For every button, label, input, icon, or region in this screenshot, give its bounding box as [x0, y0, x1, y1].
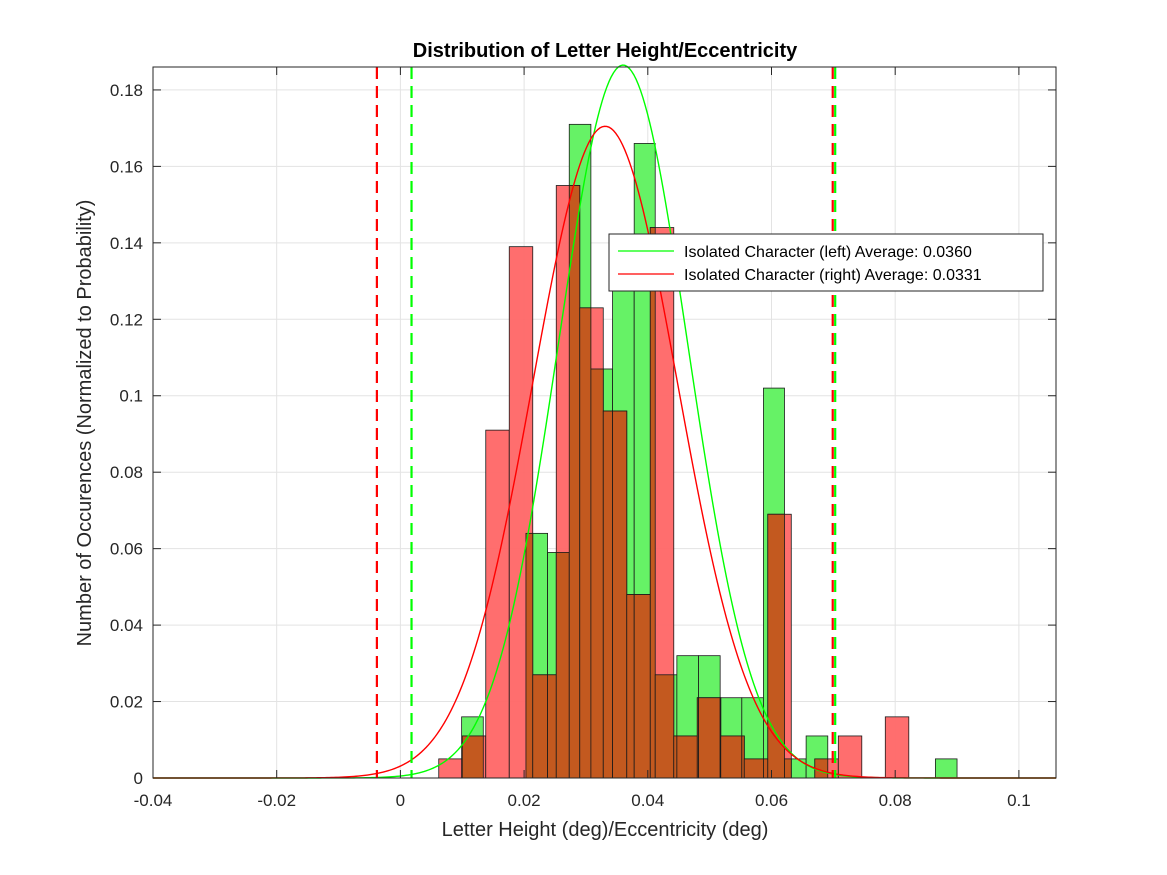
bar-overlap: [579, 307, 592, 779]
bar-overlap: [555, 552, 570, 779]
legend-entry-left: Isolated Character (left) Average: 0.036…: [684, 244, 972, 261]
y-tick-label: 0.16: [110, 157, 143, 176]
y-tick-label: 0.14: [110, 234, 143, 253]
bar-overlap: [763, 758, 769, 779]
bar-overlap: [602, 410, 613, 779]
x-tick-label: 0: [396, 791, 405, 810]
bar-overlap: [532, 674, 548, 779]
y-tick-label: 0.1: [119, 387, 143, 406]
chart-title: Distribution of Letter Height/Eccentrici…: [413, 40, 798, 62]
x-tick-labels: -0.04 -0.02 0 0.02 0.04 0.06 0.08 0.1: [134, 791, 1031, 810]
y-tick-label: 0.02: [110, 693, 143, 712]
bar-overlap: [461, 735, 484, 779]
y-tick-label: 0.06: [110, 540, 143, 559]
bar-overlap: [673, 735, 678, 779]
x-axis-label: Letter Height (deg)/Eccentricity (deg): [442, 819, 769, 841]
y-tick-label: 0.18: [110, 81, 143, 100]
bar-overlap: [784, 758, 792, 779]
bar-overlap: [525, 532, 534, 779]
x-tick-label: 0.06: [755, 791, 788, 810]
legend-entry-right: Isolated Character (right) Average: 0.03…: [684, 267, 982, 284]
x-tick-label: -0.04: [134, 791, 173, 810]
y-tick-label: 0: [134, 769, 143, 788]
y-tick-label: 0.12: [110, 310, 143, 329]
x-tick-label: 0.04: [631, 791, 664, 810]
legend-box: [608, 233, 1044, 292]
x-tick-label: -0.02: [257, 791, 296, 810]
y-tick-label: 0.08: [110, 463, 143, 482]
axis-ticks: [152, 67, 1056, 779]
legend: Isolated Character (left) Average: 0.036…: [608, 233, 1044, 292]
y-axis-label: Number of Occurences (Normalized to Prob…: [74, 200, 96, 647]
bar-left: [934, 758, 958, 779]
threshold-lines: [375, 67, 837, 778]
x-tick-label: 0.1: [1007, 791, 1031, 810]
bar-overlap: [590, 368, 604, 779]
bar-overlap: [743, 758, 764, 779]
bar-right: [884, 716, 910, 779]
plot-area: [152, 64, 1057, 779]
y-tick-label: 0.04: [110, 616, 143, 635]
bar-right: [485, 429, 510, 779]
bar-overlap: [568, 185, 581, 779]
bar-overlap: [626, 594, 635, 779]
bar-overlap: [547, 674, 557, 779]
bar-overlap: [612, 410, 628, 779]
bar-overlap: [720, 735, 743, 779]
bar-overlap: [649, 227, 656, 779]
bar-overlap: [633, 594, 651, 779]
bar-overlap: [654, 674, 675, 779]
y-tick-labels: 0 0.02 0.04 0.06 0.08 0.1 0.12 0.14 0.16 0.18: [110, 81, 143, 788]
bar-overlap: [698, 697, 721, 779]
bars-overlap: [461, 185, 829, 779]
bar-right: [438, 758, 463, 779]
x-tick-label: 0.02: [508, 791, 541, 810]
x-tick-label: 0.08: [879, 791, 912, 810]
axes-box: [152, 66, 1057, 779]
bar-overlap: [676, 735, 698, 779]
bar-right: [837, 735, 863, 779]
